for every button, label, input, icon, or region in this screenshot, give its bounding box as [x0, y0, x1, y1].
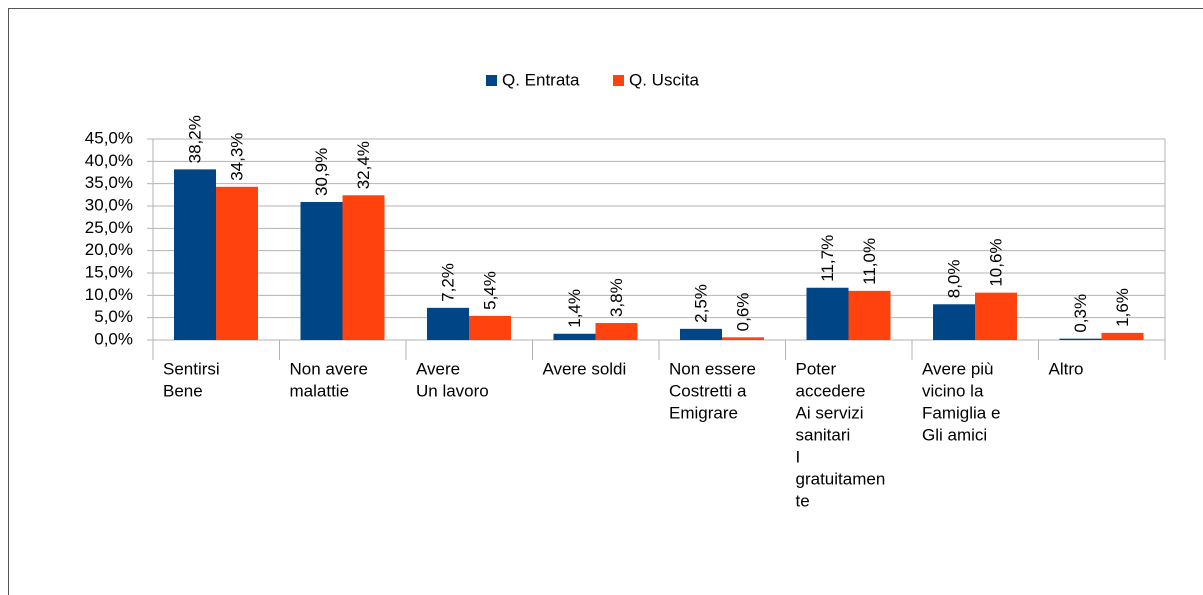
y-tick-label: 25,0% — [85, 218, 133, 237]
x-tick-label: Ai servizi — [796, 403, 864, 422]
bar — [933, 304, 975, 340]
x-tick-label: Emigrare — [669, 403, 738, 422]
x-tick-label: Costretti a — [669, 381, 747, 400]
bar — [469, 315, 511, 340]
x-tick-label: Avere — [416, 359, 460, 378]
bar — [216, 186, 258, 340]
data-label: 34,3% — [227, 133, 246, 181]
y-tick-label: 30,0% — [85, 195, 133, 214]
x-tick-label: te — [796, 491, 810, 510]
data-label: 38,2% — [185, 115, 204, 163]
x-tick-label: I — [796, 447, 801, 466]
x-tick-label: sanitari — [796, 425, 851, 444]
legend-swatch — [486, 75, 497, 86]
x-tick-label: Bene — [163, 381, 203, 400]
chart-frame — [8, 8, 1203, 595]
x-tick-label: gratuitamen — [796, 469, 886, 488]
bar — [174, 169, 216, 340]
x-tick-label: Famiglia e — [922, 403, 1000, 422]
bar — [848, 290, 891, 340]
y-tick-label: 0,0% — [94, 329, 133, 348]
x-tick-label: accedere — [796, 381, 866, 400]
y-tick-label: 35,0% — [85, 173, 133, 192]
bar — [427, 307, 469, 340]
bar — [806, 287, 849, 340]
data-label: 10,6% — [986, 238, 1005, 286]
x-tick-label: Un lavoro — [416, 381, 489, 400]
x-tick-label: Sentirsi — [163, 359, 220, 378]
legend-swatch — [613, 75, 624, 86]
y-tick-label: 5,0% — [94, 307, 133, 326]
data-label: 1,4% — [565, 289, 584, 328]
data-label: 5,4% — [480, 271, 499, 310]
data-label: 1,6% — [1113, 288, 1132, 327]
bar — [975, 292, 1017, 340]
y-tick-label: 20,0% — [85, 240, 133, 259]
data-label: 7,2% — [438, 263, 457, 302]
bar — [722, 337, 764, 340]
legend-label: Q. Entrata — [502, 70, 580, 89]
data-label: 0,3% — [1071, 294, 1090, 333]
x-tick-label: malattie — [290, 381, 350, 400]
data-label: 0,6% — [733, 293, 752, 332]
bar — [680, 328, 722, 340]
y-tick-label: 10,0% — [85, 285, 133, 304]
bar — [1101, 332, 1144, 340]
data-label: 2,5% — [691, 284, 710, 323]
x-tick-label: Avere soldi — [543, 359, 627, 378]
legend-label: Q. Uscita — [629, 70, 699, 89]
data-label: 3,8% — [607, 278, 626, 317]
data-label: 32,4% — [354, 141, 373, 189]
bar — [595, 323, 638, 340]
data-label: 30,9% — [312, 148, 331, 196]
x-tick-label: Non essere — [669, 359, 756, 378]
x-tick-label: Avere più — [922, 359, 994, 378]
x-tick-label: Non avere — [290, 359, 368, 378]
x-tick-label: vicino la — [922, 381, 984, 400]
y-tick-label: 40,0% — [85, 151, 133, 170]
data-label: 8,0% — [944, 260, 963, 299]
x-tick-label: Poter — [796, 359, 837, 378]
y-tick-label: 45,0% — [85, 128, 133, 147]
data-label: 11,7% — [818, 235, 837, 282]
bar — [553, 333, 596, 340]
x-tick-label: Altro — [1049, 359, 1084, 378]
data-label: 11,0% — [860, 238, 879, 285]
x-tick-label: Gli amici — [922, 425, 987, 444]
bar — [342, 195, 385, 340]
bar — [300, 201, 343, 340]
y-tick-label: 15,0% — [85, 262, 133, 281]
bar — [1059, 338, 1102, 340]
